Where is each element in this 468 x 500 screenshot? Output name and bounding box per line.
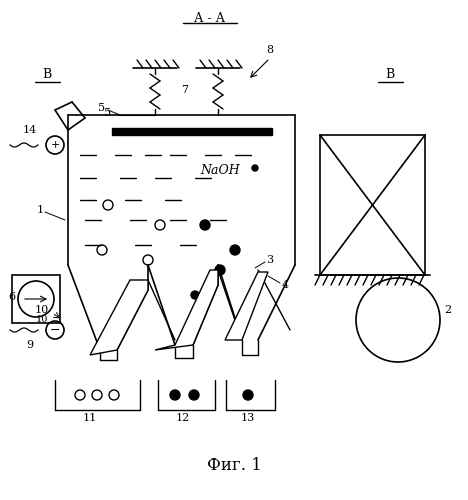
- Circle shape: [230, 245, 240, 255]
- Text: NaOH: NaOH: [200, 164, 240, 176]
- Circle shape: [200, 220, 210, 230]
- Text: 3: 3: [266, 255, 274, 265]
- Text: 13: 13: [241, 413, 255, 423]
- Circle shape: [189, 390, 199, 400]
- Bar: [112, 128, 272, 135]
- Text: 5: 5: [98, 103, 106, 113]
- Circle shape: [170, 390, 180, 400]
- Circle shape: [191, 291, 199, 299]
- Text: 11: 11: [83, 413, 97, 423]
- Bar: [320, 135, 425, 275]
- Text: А - А: А - А: [194, 12, 226, 24]
- Polygon shape: [90, 280, 148, 355]
- Text: 7: 7: [182, 85, 189, 95]
- Text: 8: 8: [266, 45, 274, 55]
- Text: 6: 6: [8, 292, 15, 302]
- Polygon shape: [225, 272, 268, 340]
- Text: 5: 5: [104, 108, 111, 118]
- Polygon shape: [155, 270, 218, 350]
- Text: 1: 1: [37, 205, 44, 215]
- Text: В: В: [43, 68, 51, 82]
- Text: +: +: [51, 140, 60, 150]
- Text: 4: 4: [281, 280, 289, 290]
- Circle shape: [252, 165, 258, 171]
- Text: 2: 2: [445, 305, 452, 315]
- Text: В: В: [385, 68, 395, 82]
- Text: 10: 10: [36, 316, 48, 324]
- Text: −: −: [50, 324, 60, 336]
- Bar: [12, 275, 60, 323]
- Text: Фиг. 1: Фиг. 1: [206, 456, 262, 473]
- Circle shape: [215, 265, 225, 275]
- Circle shape: [243, 390, 253, 400]
- Text: 12: 12: [176, 413, 190, 423]
- Text: 10: 10: [35, 305, 49, 315]
- Text: 9: 9: [26, 340, 34, 350]
- Text: 14: 14: [23, 125, 37, 135]
